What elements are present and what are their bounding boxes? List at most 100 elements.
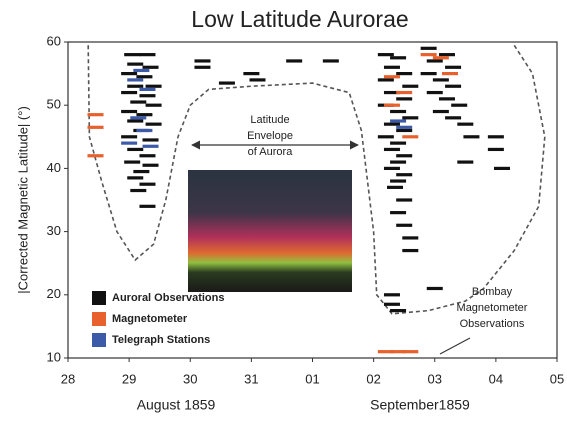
x-tick-label: 01 — [305, 371, 319, 386]
bombay-pointer — [439, 337, 471, 355]
observation-dash — [396, 90, 413, 95]
observation-dash — [402, 116, 419, 120]
observation-dash — [383, 122, 400, 126]
annotation: Bombay — [472, 286, 513, 298]
observation-dash — [383, 65, 400, 69]
observation-dash — [243, 72, 260, 76]
observation-dash — [249, 78, 266, 82]
observation-dash — [136, 128, 153, 133]
observation-dash — [127, 62, 144, 66]
observation-dash — [402, 135, 419, 139]
annotation: Latitude — [250, 114, 289, 126]
legend-swatch — [92, 291, 106, 305]
observation-dash — [194, 65, 211, 69]
observation-dash — [390, 141, 407, 145]
observation-dash — [194, 59, 211, 63]
observation-dash — [127, 78, 144, 82]
observation-dash — [383, 147, 400, 152]
observation-dash — [139, 154, 156, 158]
observation-dash — [142, 163, 159, 167]
observation-dash — [383, 293, 400, 297]
x-tick-label: 03 — [428, 371, 442, 386]
legend-swatch — [92, 312, 106, 326]
x-tick-label: 30 — [183, 371, 197, 386]
observation-dash — [124, 53, 141, 57]
observation-dash — [396, 198, 413, 202]
observation-dash — [145, 103, 162, 107]
observation-dash — [121, 109, 138, 114]
aurora-photo — [188, 170, 352, 292]
annotation: Observations — [460, 318, 525, 330]
observation-dash — [142, 138, 159, 142]
observation-dash — [445, 84, 462, 88]
observation-dash — [142, 144, 159, 148]
x-tick-label: 29 — [122, 371, 136, 386]
observation-dash — [121, 90, 138, 95]
x-tick-label: 02 — [366, 371, 380, 386]
annotation: Magnetometer — [457, 302, 528, 314]
observation-dash — [396, 154, 413, 158]
observation-dash — [127, 84, 144, 88]
y-tick-label: 50 — [47, 97, 61, 112]
observation-dash — [145, 84, 162, 88]
x-tick-label: 31 — [244, 371, 258, 386]
observation-dash — [377, 78, 394, 82]
y-axis-label: |Corrected Magnetic Latitude| (°) — [15, 106, 30, 294]
observation-dash — [396, 223, 413, 227]
observation-dash — [387, 185, 404, 189]
observation-dash — [438, 97, 455, 101]
observation-dash — [127, 147, 144, 152]
observation-dash — [426, 90, 443, 95]
observation-dash — [145, 122, 162, 126]
observation-dash — [383, 166, 400, 170]
observation-dash — [130, 188, 147, 193]
observation-dash — [396, 72, 413, 76]
observation-dash — [420, 46, 437, 50]
observation-dash — [463, 135, 480, 139]
observation-dash — [121, 135, 138, 139]
y-tick-label: 20 — [47, 286, 61, 301]
observation-dash — [133, 68, 150, 73]
observation-dash — [127, 119, 144, 123]
observation-dash — [442, 72, 459, 76]
y-tick-label: 10 — [47, 349, 61, 364]
x-tick-label: 28 — [61, 371, 75, 386]
chart-title: Low Latitude Aurorae — [191, 6, 408, 32]
observation-dash — [377, 350, 394, 354]
observation-dash — [377, 135, 394, 139]
observation-dash — [396, 173, 413, 177]
observation-dash — [390, 309, 407, 313]
observation-dash — [487, 147, 504, 152]
y-tick-label: 60 — [47, 33, 61, 48]
observation-dash — [487, 135, 504, 139]
annotation: Envelope — [247, 130, 293, 142]
x-group-label: August 1859 — [137, 397, 216, 413]
annotation: of Aurora — [248, 146, 294, 158]
x-tick-label: 05 — [550, 371, 564, 386]
observation-dash — [396, 97, 413, 101]
observation-dash — [396, 125, 413, 129]
legend-label: Auroral Observations — [112, 292, 224, 304]
observation-dash — [136, 75, 153, 79]
observation-dash — [286, 59, 303, 63]
legend-label: Telegraph Stations — [112, 334, 210, 346]
x-tick-label: 04 — [489, 371, 503, 386]
observation-dash — [322, 59, 339, 63]
observation-dash — [445, 116, 462, 120]
observation-dash — [402, 84, 419, 88]
observation-dash — [426, 286, 443, 291]
observation-dash — [426, 59, 443, 63]
observation-dash — [127, 176, 144, 180]
observation-dash — [390, 56, 407, 60]
observation-dash — [390, 160, 407, 164]
observation-dash — [121, 141, 138, 145]
observation-dash — [493, 166, 510, 170]
observation-dash — [136, 113, 153, 117]
observation-dash — [432, 56, 449, 60]
observation-dash — [390, 350, 407, 354]
observation-dash — [451, 103, 468, 107]
observation-dash — [133, 169, 150, 174]
observation-dash — [87, 125, 104, 129]
observation-dash — [121, 72, 138, 76]
